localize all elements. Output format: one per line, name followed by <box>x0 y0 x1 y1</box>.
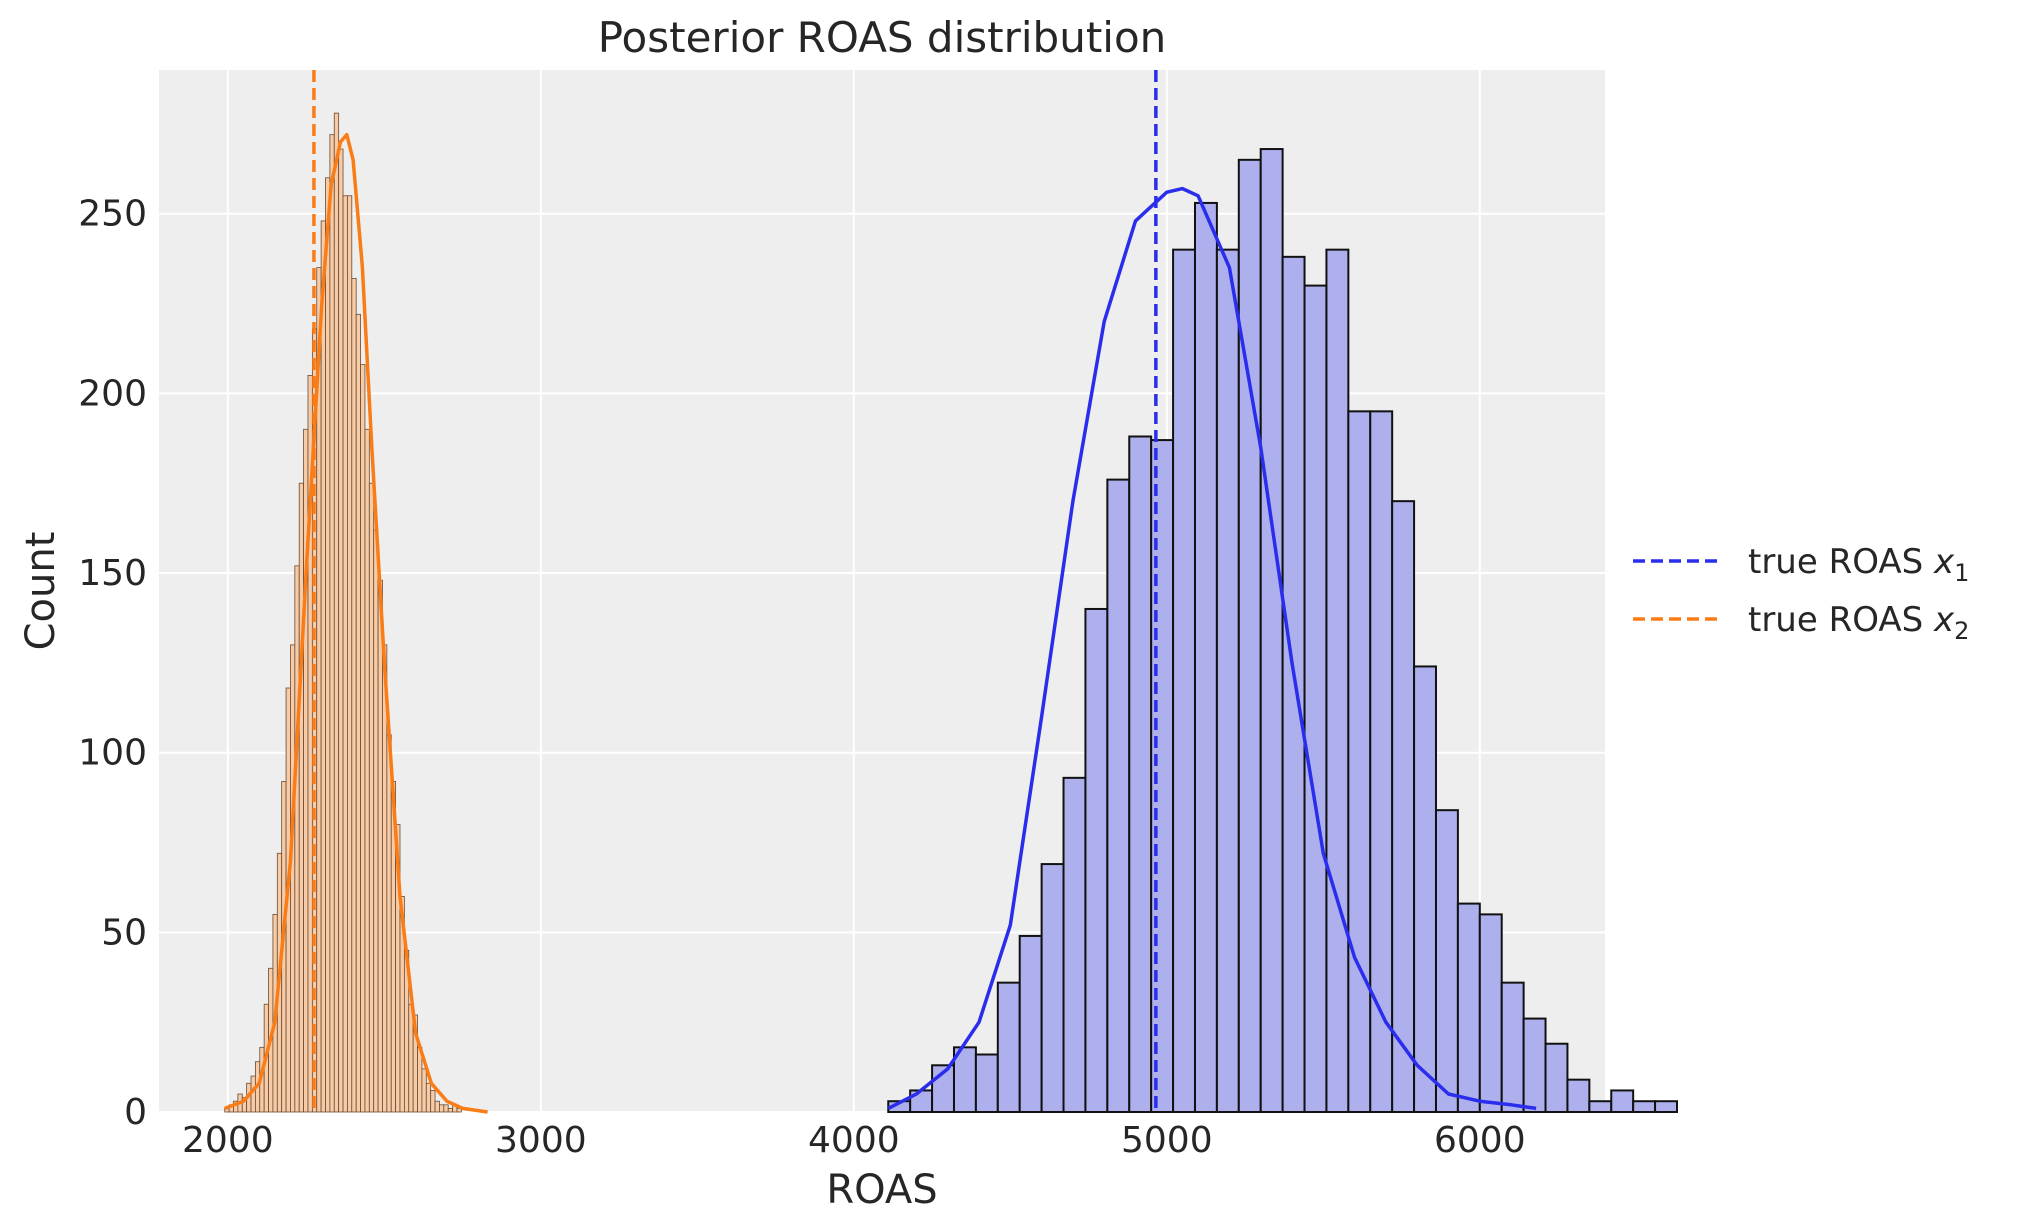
legend-label-variable: x <box>1933 600 1955 640</box>
legend-label-variable: x <box>1933 542 1955 582</box>
histogram-bar-series-2 <box>342 195 348 1113</box>
histogram-bar-series-2 <box>338 148 344 1113</box>
y-axis-ticks: 0 50 100 150 200 250 <box>78 194 147 1133</box>
histogram-bar-series-1 <box>1544 1042 1569 1114</box>
histogram-bar-series-1 <box>1478 913 1503 1114</box>
histogram-bar-series-1 <box>1391 500 1416 1113</box>
histogram-bar-series-1 <box>1259 148 1284 1113</box>
histogram-bar-series-1 <box>1654 1100 1678 1114</box>
histogram-bar-series-1 <box>1500 981 1525 1113</box>
y-tick-label: 200 <box>78 373 147 414</box>
histogram-bar-series-1 <box>1303 284 1328 1114</box>
histogram-bar-series-1 <box>1237 158 1262 1114</box>
kde-curve-series-1 <box>887 186 1537 1111</box>
histogram-bar-series-1 <box>1347 410 1372 1113</box>
histogram-bar-series-1 <box>1413 665 1437 1114</box>
histogram-bar-series-1 <box>1172 248 1196 1114</box>
histogram-bar-series-2 <box>386 734 392 1113</box>
histogram-bar-series-2 <box>430 1090 436 1113</box>
histogram-bar-series-1 <box>1106 478 1131 1114</box>
histogram-bar-series-2 <box>298 482 304 1113</box>
legend-label-text: true ROAS <box>1748 600 1934 640</box>
histogram-bar-series-2 <box>439 1104 445 1113</box>
true-roas-lines <box>312 70 1158 1112</box>
y-tick-label: 100 <box>78 733 147 774</box>
histogram-bar-series-1 <box>1040 863 1065 1113</box>
histogram-bar-series-1 <box>1018 934 1043 1113</box>
histogram-bar-series-1 <box>1456 902 1481 1113</box>
legend-label-subscript: 1 <box>1954 559 1969 587</box>
histogram-bar-series-2 <box>320 220 326 1113</box>
legend-label-series-2: true ROAS x2 <box>1748 600 1969 645</box>
histogram-bar-series-2 <box>325 177 331 1113</box>
histogram-bar-series-1 <box>1566 1078 1591 1114</box>
y-tick-label: 50 <box>101 912 147 953</box>
histogram-bar-series-2 <box>351 277 357 1113</box>
histogram-bar-series-1 <box>1281 255 1306 1113</box>
histogram-bar-series-1 <box>1128 435 1153 1113</box>
x-axis-title: ROAS <box>826 1167 937 1213</box>
histogram-bar-series-2 <box>417 1046 423 1113</box>
histogram-bar-series-2 <box>364 428 370 1113</box>
kde-curve-series-2 <box>224 132 488 1114</box>
histogram-bar-series-2 <box>347 195 353 1113</box>
x-axis-ticks: 2000 3000 4000 5000 6000 <box>182 1120 1526 1161</box>
y-tick-label: 150 <box>78 553 147 594</box>
grid-lines <box>159 70 1605 1113</box>
legend-label-series-1: true ROAS x1 <box>1748 542 1969 587</box>
histogram-bar-series-1 <box>1084 607 1109 1113</box>
x-tick-label: 3000 <box>495 1120 587 1161</box>
histogram-bar-series-2 <box>368 482 375 1113</box>
histogram-bar-series-2 <box>377 579 383 1113</box>
histogram-bar-series-1 <box>1522 1017 1547 1113</box>
y-tick-label: 0 <box>124 1092 147 1133</box>
histogram-bar-series-1 <box>1062 776 1087 1113</box>
histogram-bar-series-2 <box>425 1082 432 1113</box>
histogram-bar-series-1 <box>1434 809 1459 1113</box>
histogram-bar-series-1 <box>1193 201 1218 1113</box>
histogram-bar-series-2 <box>355 313 361 1113</box>
histogram-bar-series-2 <box>333 112 340 1113</box>
histogram-bar-series-1 <box>996 981 1021 1113</box>
histogram-bar-series-2 <box>421 1068 427 1113</box>
histogram-bar-series-1 <box>1325 248 1350 1114</box>
histogram-bar-series-1 <box>974 1053 999 1114</box>
histogram-bar-series-1 <box>1588 1100 1613 1114</box>
histogram-bar-series-2 <box>360 364 366 1113</box>
histogram-bar-series-2 <box>443 1104 449 1113</box>
chart-title: Posterior ROAS distribution <box>598 13 1167 62</box>
histogram-bar-series-2 <box>290 644 296 1113</box>
histogram-bar-series-2 <box>373 529 379 1113</box>
x-tick-label: 6000 <box>1434 1120 1526 1161</box>
histogram-bar-series-1 <box>1610 1089 1635 1114</box>
histogram-bar-series-1 <box>1632 1100 1657 1114</box>
y-axis-title: Count <box>18 532 64 651</box>
histogram-bar-series-2 <box>447 1108 453 1113</box>
legend-label-text: true ROAS <box>1748 542 1934 582</box>
histogram-bar-series-2 <box>434 1100 440 1113</box>
legend-label-subscript: 2 <box>1954 617 1969 645</box>
x-tick-label: 5000 <box>1121 1120 1213 1161</box>
histogram-bar-series-1 <box>1215 248 1240 1114</box>
histogram-bar-series-2 <box>294 565 300 1113</box>
histogram-bar-series-2 <box>329 134 335 1113</box>
kde-curves <box>224 132 1537 1114</box>
x-tick-label: 4000 <box>808 1120 900 1161</box>
x-tick-label: 2000 <box>182 1120 274 1161</box>
histogram-bar-series-1 <box>1369 410 1394 1113</box>
y-tick-label: 250 <box>78 194 147 235</box>
